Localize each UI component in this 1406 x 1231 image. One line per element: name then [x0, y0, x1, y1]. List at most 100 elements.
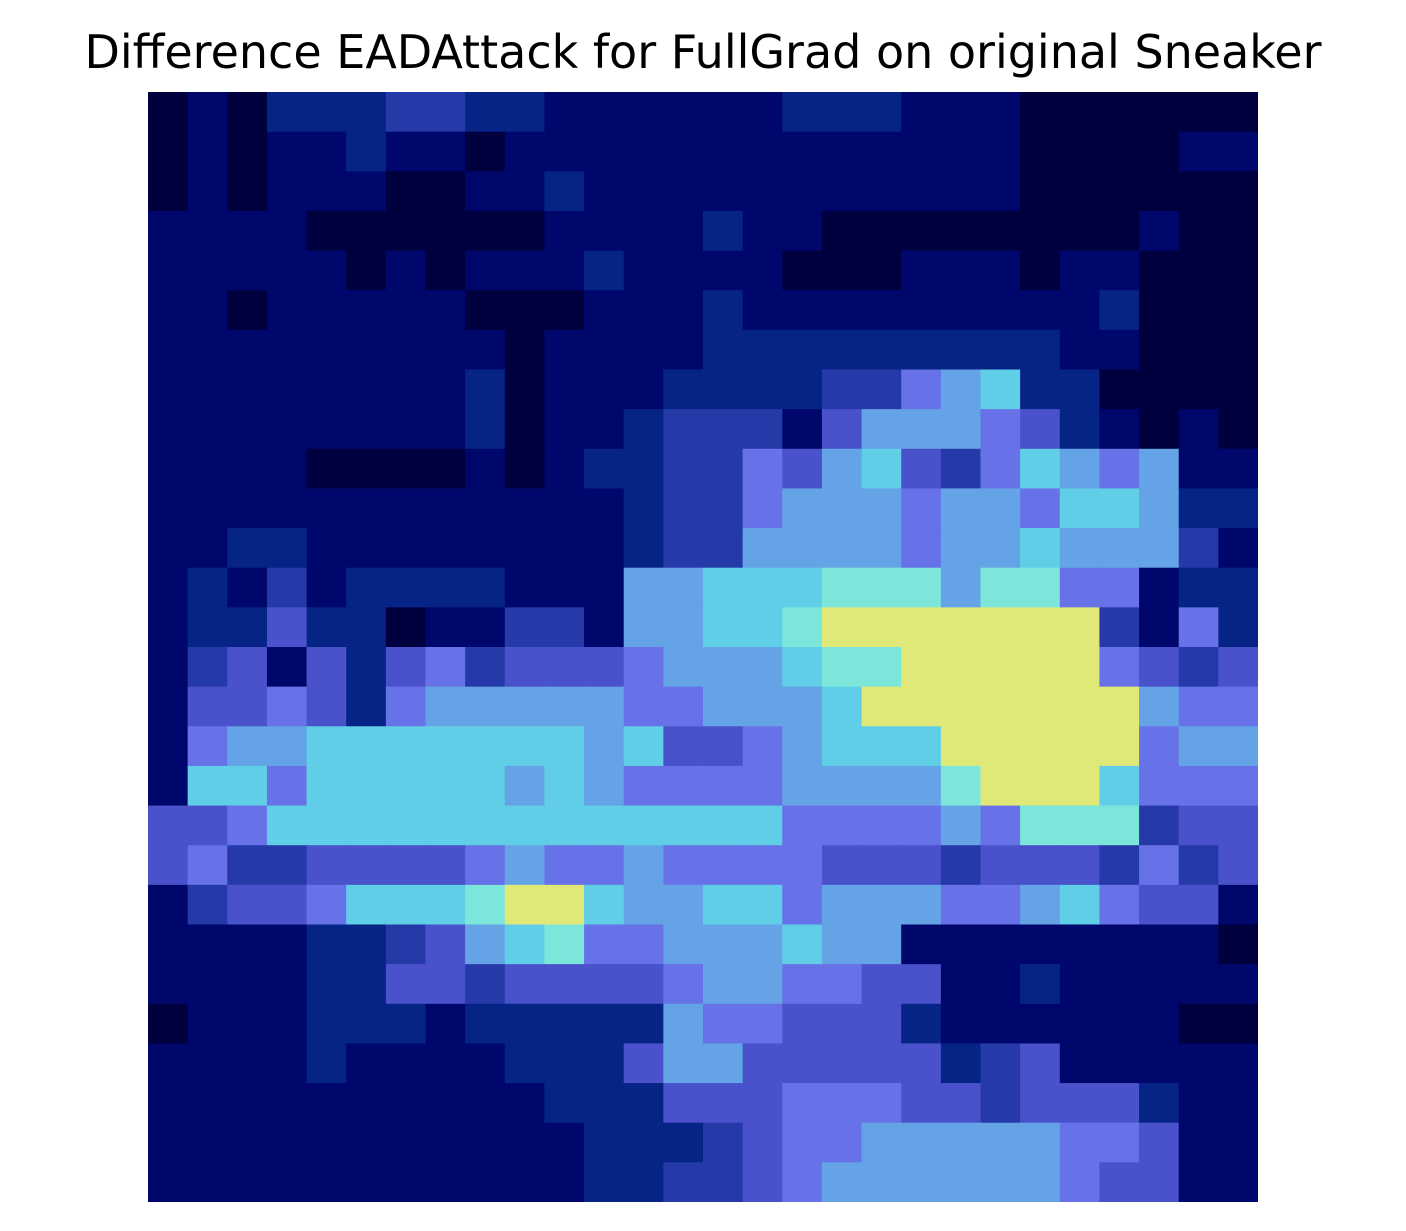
heatmap-cell	[782, 329, 823, 371]
heatmap-cell	[1099, 686, 1140, 727]
heatmap-cell	[1020, 1083, 1061, 1124]
heatmap-cell	[821, 131, 863, 172]
heatmap-cell	[861, 686, 902, 727]
heatmap-cell	[385, 567, 427, 608]
heatmap-cell	[821, 607, 863, 648]
heatmap-cell	[1099, 528, 1140, 569]
heatmap-cell	[1020, 647, 1061, 688]
heatmap-cell	[1139, 1162, 1180, 1202]
heatmap-cell	[1099, 567, 1140, 608]
heatmap-cell	[980, 171, 1021, 212]
heatmap-cell	[663, 924, 704, 965]
heatmap-cell	[980, 329, 1021, 371]
heatmap-cell	[663, 845, 704, 886]
heatmap-cell	[584, 250, 625, 291]
heatmap-cell	[1139, 369, 1180, 410]
heatmap-cell	[425, 1043, 466, 1084]
heatmap-cell	[980, 409, 1021, 450]
heatmap-cell	[1178, 250, 1219, 291]
heatmap-cell	[385, 171, 427, 212]
heatmap-cell	[187, 686, 228, 727]
heatmap-cell	[940, 1162, 982, 1202]
heatmap-cell	[703, 369, 744, 410]
heatmap-cell	[148, 964, 189, 1005]
heatmap-cell	[266, 1003, 308, 1045]
heatmap-cell	[346, 1162, 387, 1202]
heatmap-cell	[584, 1083, 625, 1124]
heatmap-cell	[623, 805, 664, 846]
heatmap-cell	[901, 726, 942, 767]
heatmap-cell	[504, 131, 546, 172]
heatmap-cell	[742, 409, 783, 450]
heatmap-cell	[623, 765, 664, 807]
heatmap-cell	[861, 131, 902, 172]
heatmap-cell	[544, 290, 585, 331]
heatmap-cell	[306, 329, 347, 371]
heatmap-cell	[861, 488, 902, 529]
heatmap-cell	[1059, 409, 1101, 450]
heatmap-cell	[187, 250, 228, 291]
heatmap-cell	[385, 964, 427, 1005]
heatmap-cell	[742, 92, 783, 133]
heatmap-cell	[425, 329, 466, 371]
heatmap-cell	[266, 290, 308, 331]
heatmap-cell	[425, 845, 466, 886]
heatmap-cell	[346, 488, 387, 529]
heatmap-cell	[227, 1162, 268, 1202]
heatmap-cell	[187, 845, 228, 886]
heatmap-cell	[980, 805, 1021, 846]
heatmap-cell	[1178, 92, 1219, 133]
heatmap-cell	[306, 647, 347, 688]
heatmap-cell	[1139, 845, 1180, 886]
heatmap-cell	[584, 924, 625, 965]
heatmap-cell	[703, 1162, 744, 1202]
heatmap-cell	[1059, 528, 1101, 569]
heatmap-cell	[861, 1043, 902, 1084]
heatmap-cell	[1139, 290, 1180, 331]
heatmap-cell	[1218, 884, 1258, 926]
heatmap-cell	[901, 1162, 942, 1202]
heatmap-cell	[782, 765, 823, 807]
heatmap-cell	[1059, 171, 1101, 212]
heatmap-cell	[266, 567, 308, 608]
heatmap-cell	[1059, 567, 1101, 608]
heatmap-cell	[266, 964, 308, 1005]
heatmap-cell	[742, 765, 783, 807]
heatmap-cell	[1178, 726, 1219, 767]
heatmap-cell	[1059, 805, 1101, 846]
heatmap-cell	[425, 528, 466, 569]
heatmap-cell	[663, 765, 704, 807]
heatmap-cell	[544, 131, 585, 172]
heatmap-cell	[861, 805, 902, 846]
heatmap-cell	[742, 647, 783, 688]
heatmap-cell	[187, 409, 228, 450]
heatmap-cell	[742, 845, 783, 886]
heatmap-cell	[980, 1043, 1021, 1084]
heatmap-cell	[901, 845, 942, 886]
heatmap-cell	[1059, 845, 1101, 886]
heatmap-cell	[940, 1003, 982, 1045]
heatmap-cell	[148, 290, 189, 331]
heatmap-cell	[346, 329, 387, 371]
heatmap-cell	[861, 845, 902, 886]
heatmap-cell	[504, 607, 546, 648]
heatmap-cell	[148, 765, 189, 807]
heatmap-cell	[584, 845, 625, 886]
heatmap-cell	[901, 290, 942, 331]
heatmap-cell	[901, 409, 942, 450]
heatmap-cell	[1178, 607, 1219, 648]
heatmap-cell	[187, 1122, 228, 1163]
heatmap-cell	[1178, 1162, 1219, 1202]
heatmap-cell	[1020, 409, 1061, 450]
heatmap-cell	[465, 845, 506, 886]
heatmap-cell	[663, 686, 704, 727]
heatmap-cell	[663, 1003, 704, 1045]
heatmap-cell	[148, 1162, 189, 1202]
heatmap-cell	[425, 1083, 466, 1124]
heatmap-cell	[346, 924, 387, 965]
heatmap-cell	[703, 845, 744, 886]
heatmap-cell	[148, 1122, 189, 1163]
heatmap-cell	[782, 884, 823, 926]
heatmap-cell	[227, 1083, 268, 1124]
heatmap-cell	[940, 369, 982, 410]
